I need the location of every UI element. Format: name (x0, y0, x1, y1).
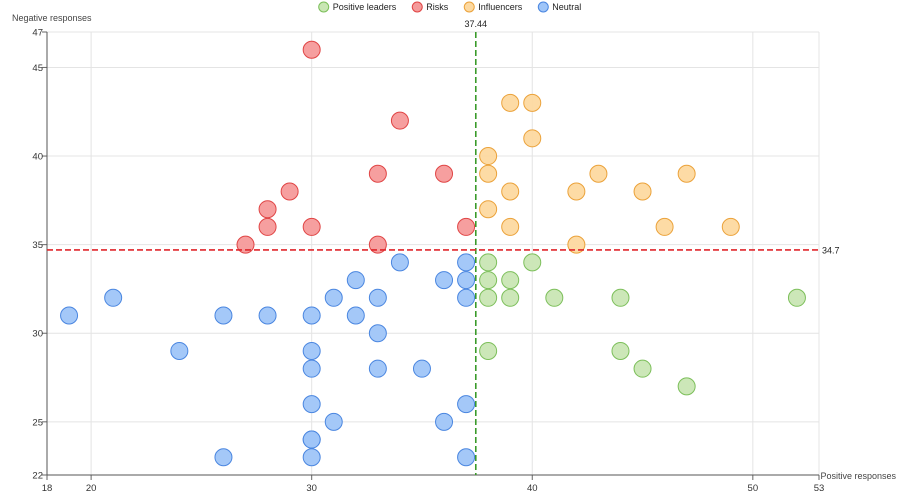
point-positive-leaders (611, 341, 630, 360)
legend[interactable]: Positive leaders Risks Influencers Neutral (318, 1, 582, 13)
point-risks (236, 235, 255, 254)
point-neutral (368, 359, 387, 378)
point-neutral (302, 430, 321, 449)
x-tick-label: 50 (748, 483, 759, 494)
x-axis-title: Positive responses (820, 471, 896, 481)
point-neutral (368, 288, 387, 307)
reference-lines: 37.44 34.7 (47, 19, 840, 475)
point-risks (368, 164, 387, 183)
vertical-reference-label: 37.44 (465, 19, 488, 29)
grid-lines (46, 31, 820, 476)
point-neutral (60, 306, 79, 325)
x-tick-label: 20 (86, 483, 97, 494)
point-neutral (302, 306, 321, 325)
point-risks (280, 182, 299, 201)
legend-label-influencers: Influencers (478, 2, 523, 12)
point-positive-leaders (611, 288, 630, 307)
x-tick-label: 53 (814, 483, 825, 494)
point-positive-leaders (633, 359, 652, 378)
y-tick-label: 40 (32, 152, 43, 163)
point-neutral (435, 271, 454, 290)
point-neutral (457, 271, 476, 290)
point-influencers (523, 93, 542, 112)
point-positive-leaders (501, 271, 520, 290)
point-neutral (170, 341, 189, 360)
data-points (60, 40, 806, 467)
point-neutral (457, 395, 476, 414)
y-tick-label: 35 (32, 240, 43, 251)
point-influencers (479, 200, 498, 219)
point-neutral (258, 306, 277, 325)
point-positive-leaders (479, 341, 498, 360)
y-tick-label: 47 (32, 28, 43, 39)
point-risks (302, 40, 321, 59)
point-neutral (324, 288, 343, 307)
point-positive-leaders (501, 288, 520, 307)
point-influencers (633, 182, 652, 201)
point-influencers (479, 147, 498, 166)
point-neutral (302, 359, 321, 378)
point-neutral (368, 324, 387, 343)
legend-marker-neutral (537, 1, 549, 13)
point-positive-leaders (545, 288, 564, 307)
x-tick-label: 18 (42, 483, 53, 494)
point-risks (258, 200, 277, 219)
point-positive-leaders (787, 288, 806, 307)
y-axis-title: Negative responses (12, 13, 92, 23)
point-positive-leaders (479, 271, 498, 290)
legend-marker-risks (411, 1, 423, 13)
y-tick-label: 30 (32, 329, 43, 340)
point-influencers (655, 217, 674, 236)
point-neutral (104, 288, 123, 307)
y-tick-label: 45 (32, 63, 43, 74)
point-neutral (390, 253, 409, 272)
point-risks (457, 217, 476, 236)
x-tick-label: 30 (306, 483, 317, 494)
point-neutral (457, 288, 476, 307)
point-risks (390, 111, 409, 130)
point-influencers (501, 93, 520, 112)
point-neutral (302, 395, 321, 414)
point-neutral (412, 359, 431, 378)
y-tick-label: 25 (32, 417, 43, 428)
point-neutral (435, 412, 454, 431)
x-tick-label: 40 (527, 483, 538, 494)
point-influencers (589, 164, 608, 183)
y-tick-label: 22 (32, 471, 43, 482)
point-influencers (567, 235, 586, 254)
legend-marker-positive-leaders (318, 1, 330, 13)
point-neutral (214, 306, 233, 325)
point-neutral (324, 412, 343, 431)
point-influencers (523, 129, 542, 148)
legend-label-positive-leaders: Positive leaders (333, 2, 397, 12)
axes: 18 20 30 40 50 53 22 25 30 35 40 45 47 (32, 28, 824, 495)
point-neutral (302, 448, 321, 467)
point-neutral (302, 341, 321, 360)
point-influencers (677, 164, 696, 183)
point-influencers (501, 182, 520, 201)
point-neutral (457, 253, 476, 272)
legend-marker-influencers (463, 1, 475, 13)
point-influencers (567, 182, 586, 201)
horizontal-reference-label: 34.7 (822, 245, 840, 255)
point-influencers (479, 164, 498, 183)
point-influencers (721, 217, 740, 236)
legend-label-risks: Risks (426, 2, 448, 12)
point-risks (258, 217, 277, 236)
point-neutral (346, 271, 365, 290)
point-neutral (346, 306, 365, 325)
point-risks (368, 235, 387, 254)
point-positive-leaders (479, 253, 498, 272)
point-neutral (214, 448, 233, 467)
point-positive-leaders (677, 377, 696, 396)
legend-label-neutral: Neutral (552, 2, 581, 12)
point-neutral (457, 448, 476, 467)
point-influencers (501, 217, 520, 236)
point-risks (435, 164, 454, 183)
point-risks (302, 217, 321, 236)
point-positive-leaders (523, 253, 542, 272)
point-positive-leaders (479, 288, 498, 307)
